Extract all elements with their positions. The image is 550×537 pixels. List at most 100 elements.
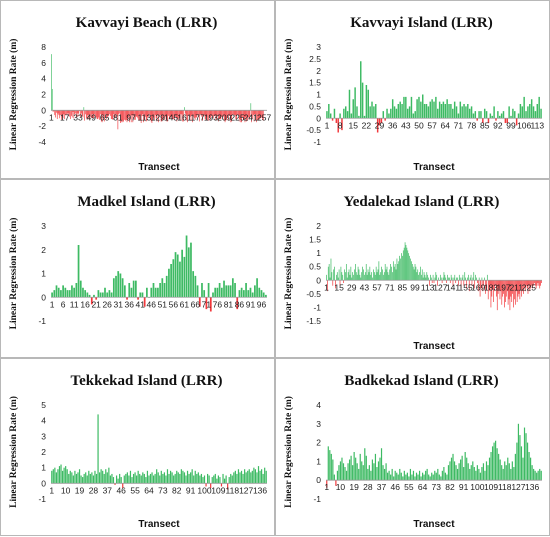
bar — [75, 473, 78, 484]
bar — [214, 473, 216, 484]
bar — [84, 110, 85, 121]
bar — [380, 272, 382, 281]
bar — [58, 110, 60, 116]
bar — [193, 110, 195, 119]
bar — [518, 280, 520, 294]
x-tick-label: 71 — [385, 282, 395, 292]
bar — [173, 475, 175, 484]
bar — [61, 110, 63, 117]
bar — [179, 261, 181, 298]
bar — [534, 111, 537, 119]
bar — [206, 110, 208, 117]
bar — [76, 110, 78, 114]
bar — [69, 470, 71, 484]
bar — [174, 252, 177, 298]
y-axis-label: Linear Regression Rate (m) — [8, 396, 19, 508]
bar — [158, 110, 159, 123]
y-axis-label: Linear Regression Rate (m) — [283, 39, 294, 151]
bar — [539, 468, 541, 481]
bar — [478, 111, 480, 119]
x-tick-label: 225 — [230, 112, 244, 122]
bar — [120, 110, 121, 123]
bar — [530, 280, 532, 289]
bar — [243, 290, 245, 298]
bar — [408, 253, 410, 281]
bar — [90, 110, 92, 119]
x-tick-label: 43 — [401, 120, 411, 130]
bar — [369, 106, 371, 119]
bar — [418, 274, 419, 281]
bar — [135, 110, 137, 117]
chart-panel: Badkekad Island (LRR) Linear Regression R… — [275, 358, 550, 536]
bar — [512, 108, 514, 119]
bar — [142, 472, 144, 484]
y-tick-label: 0.5 — [309, 262, 321, 272]
bar — [527, 280, 529, 294]
bar — [377, 461, 380, 481]
bar — [455, 106, 458, 119]
bar — [227, 483, 229, 490]
bar — [108, 110, 110, 116]
bar — [444, 472, 447, 481]
bar — [218, 110, 220, 120]
bar — [142, 110, 144, 115]
chart-svg: Yedalekad Island (LRR) Linear Regression … — [283, 194, 542, 352]
bar — [143, 473, 145, 484]
bar — [100, 110, 102, 122]
bar — [66, 290, 69, 298]
bar — [397, 104, 400, 119]
bar — [236, 473, 238, 484]
y-tick-label: 0 — [316, 113, 321, 123]
bar — [397, 264, 399, 281]
bar — [203, 475, 206, 484]
bar — [431, 99, 433, 119]
bar — [82, 477, 84, 484]
bar — [56, 110, 57, 113]
bar — [418, 470, 421, 481]
bar — [407, 250, 409, 281]
x-tick-label: 82 — [172, 485, 182, 495]
bar — [426, 272, 428, 281]
x-tick-label: 15 — [348, 120, 358, 130]
bar — [520, 446, 523, 481]
bar — [450, 457, 453, 481]
x-tick-label: 37 — [377, 482, 387, 492]
bar — [100, 110, 101, 115]
x-tick-label: 11 — [70, 299, 79, 309]
bar — [88, 294, 91, 298]
bar — [394, 264, 396, 281]
bar — [54, 110, 56, 116]
x-tick-label: 85 — [480, 120, 490, 130]
bar — [115, 110, 117, 115]
bar — [194, 275, 197, 298]
bar — [143, 110, 144, 123]
x-tick-label: 64 — [144, 485, 154, 495]
bar — [476, 277, 477, 281]
bar — [482, 463, 485, 481]
bar — [382, 465, 384, 481]
bar — [446, 99, 448, 119]
bar — [238, 290, 241, 298]
bar — [220, 110, 222, 120]
bar — [510, 115, 512, 119]
x-tick-label: 136 — [253, 485, 267, 495]
bar — [416, 272, 418, 281]
bar — [101, 110, 103, 123]
bar — [502, 468, 504, 481]
bar — [259, 110, 261, 119]
bar — [525, 111, 527, 119]
x-tick-label: 28 — [89, 485, 99, 495]
bar — [187, 247, 190, 298]
bar — [108, 467, 110, 484]
x-tick-label: 109 — [211, 485, 225, 495]
bar — [132, 110, 134, 123]
bar — [137, 110, 139, 119]
bar — [517, 113, 520, 119]
bar — [353, 452, 355, 481]
x-tick-label: 1 — [325, 120, 330, 130]
bar — [438, 101, 441, 119]
bar — [433, 101, 435, 119]
bar — [435, 472, 437, 481]
bar — [429, 476, 431, 481]
bar — [240, 287, 243, 298]
